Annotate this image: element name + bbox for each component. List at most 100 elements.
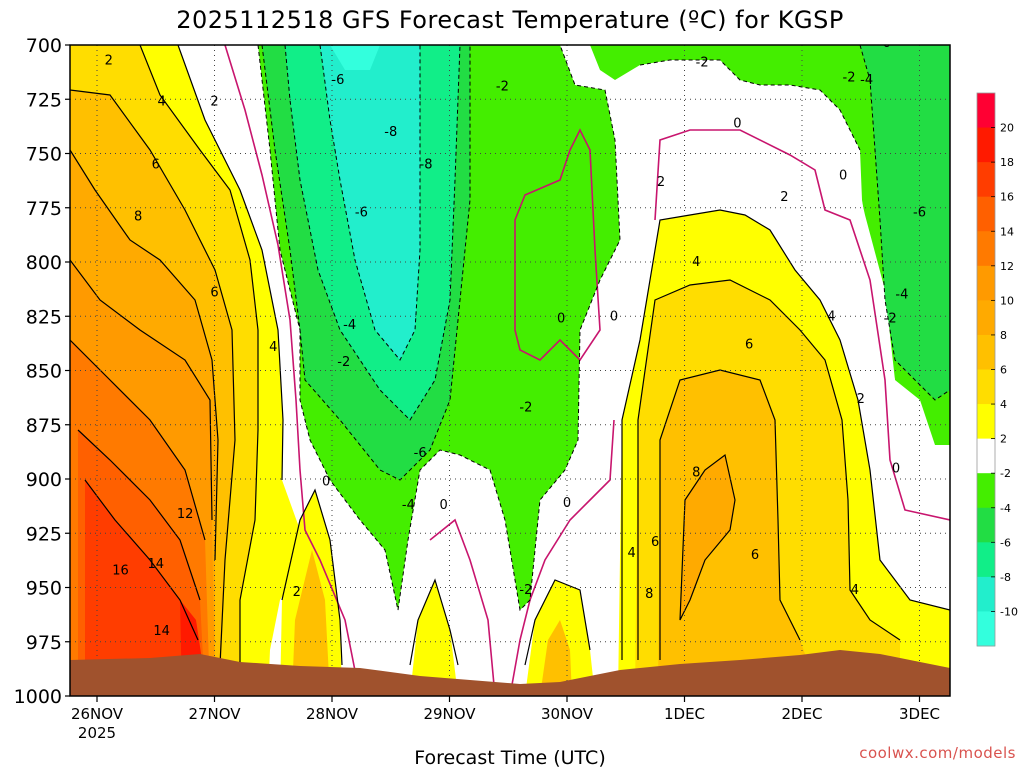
contour-label: -2 <box>884 312 897 327</box>
y-tick-label: 725 <box>26 89 62 111</box>
contour-label: 2 <box>657 175 665 190</box>
contour-label: -2 <box>843 71 856 86</box>
colorbar-swatch <box>977 507 995 543</box>
colorbar-label: -10 <box>1000 605 1018 618</box>
colorbar-label: 10 <box>1000 294 1014 307</box>
warm-dome-8 <box>680 455 735 620</box>
warm-dome-6 <box>658 370 820 696</box>
x-tick-label: 26NOV <box>71 705 124 723</box>
y-tick-label: 800 <box>26 252 62 274</box>
y-tick-label: 700 <box>26 35 62 57</box>
contour-label: 0 <box>563 496 571 511</box>
contour-label: 2 <box>857 392 865 407</box>
contour-label: -4 <box>860 73 873 88</box>
x-tick-label: 28NOV <box>306 705 359 723</box>
colorbar-label: -4 <box>1000 502 1011 515</box>
cold-region-8 <box>320 45 420 360</box>
x-year-label: 2025 <box>78 724 116 742</box>
colorbar-label: 16 <box>1000 191 1014 204</box>
colorbar-swatch <box>977 369 995 405</box>
contour-label: -2 <box>337 355 350 370</box>
contour-label: 8 <box>134 210 142 225</box>
colorbar-swatch <box>977 404 995 440</box>
contour-label: 2 <box>105 53 113 68</box>
contour-label: -6 <box>355 205 368 220</box>
y-tick-label: 750 <box>26 144 62 166</box>
plot-area: 2 4 2 6 8 6 4 12 16 14 14 2 0 -6 -8 -8 -6 -4 -2 -6 -4 0 -2 0 0 -2… <box>70 36 950 696</box>
contour-label: 4 <box>827 309 835 324</box>
contour-label: -4 <box>895 288 908 303</box>
colorbar-label: 14 <box>1000 225 1014 238</box>
colorbar-label: -6 <box>1000 536 1011 549</box>
y-tick-label: 975 <box>26 632 62 654</box>
colorbar-swatch <box>977 196 995 232</box>
colorbar-label: 8 <box>1000 329 1007 342</box>
contour-label: 2 <box>293 585 301 600</box>
colorbar-swatch <box>977 127 995 163</box>
warm-region-16 <box>85 480 200 696</box>
contour-label: 14 <box>147 557 164 572</box>
x-tick-label: 30NOV <box>541 705 594 723</box>
contour-label: 4 <box>157 95 165 110</box>
cold-upper-right-4 <box>860 45 950 400</box>
contour-label: -2 <box>696 56 709 71</box>
contour-label: 4 <box>851 583 859 598</box>
y-tick-label: 900 <box>26 469 62 491</box>
contour-label: 12 <box>177 507 194 522</box>
contour-label: 4 <box>269 340 277 355</box>
y-tick-label: 1000 <box>14 686 62 708</box>
contour-label: 6 <box>745 338 753 353</box>
colorbar-label: 6 <box>1000 364 1007 377</box>
credit-link[interactable]: coolwx.com/models <box>859 744 1016 762</box>
colorbar-swatch <box>977 265 995 301</box>
negative-contours <box>257 45 950 612</box>
colorbar-label: 20 <box>1000 122 1014 135</box>
contour-label: 6 <box>651 535 659 550</box>
contour-label: 4 <box>627 546 635 561</box>
contour-label: -6 <box>878 36 891 51</box>
colorbar-label: 18 <box>1000 156 1014 169</box>
contour-label: 0 <box>557 312 565 327</box>
y-tick-label: 825 <box>26 306 62 328</box>
x-tick-label: 29NOV <box>423 705 476 723</box>
contour-label: 2 <box>210 95 218 110</box>
warm-patch-30nov-inner <box>540 620 572 696</box>
contour-label: -6 <box>913 205 926 220</box>
y-tick-label: 775 <box>26 198 62 220</box>
colorbar-swatch <box>977 93 995 129</box>
y-tick-label: 850 <box>26 361 62 383</box>
chart-title: 2025112518 GFS Forecast Temperature (ºC)… <box>176 6 844 34</box>
colorbar-swatch <box>977 438 995 474</box>
colorbar-label: 12 <box>1000 260 1014 273</box>
contour-label: -6 <box>331 73 344 88</box>
x-tick-label: 27NOV <box>188 705 241 723</box>
contour-label: 0 <box>839 168 847 183</box>
contour-label: 6 <box>210 286 218 301</box>
contour-label: 0 <box>322 474 330 489</box>
y-tick-label: 925 <box>26 523 62 545</box>
colorbar-swatch <box>977 334 995 370</box>
contour-label: -8 <box>384 125 397 140</box>
contour-label: -6 <box>414 446 427 461</box>
colorbar-label: 4 <box>1000 398 1007 411</box>
colorbar-swatch <box>977 611 995 647</box>
colorbar: 20 18 16 14 12 10 8 6 4 2 -2 -4 -6 -8 -10 <box>976 92 1018 647</box>
contour-label: 0 <box>610 309 618 324</box>
zero-contour-mid <box>429 518 496 696</box>
colorbar-swatch <box>977 473 995 509</box>
cold-upper-right <box>590 45 950 445</box>
warm-patch-28nov-inner <box>292 550 330 696</box>
colorbar-label: -8 <box>1000 571 1011 584</box>
colorbar-swatch <box>977 162 995 198</box>
contour-label: 2 <box>780 190 788 205</box>
contour-label: -2 <box>519 583 532 598</box>
y-tick-label: 875 <box>26 415 62 437</box>
x-axis-label: Forecast Time (UTC) <box>414 747 605 768</box>
contour-labels: 2 4 2 6 8 6 4 12 16 14 14 2 0 -6 -8 -8 -6 -4 -2 -6 -4 0 -2 0 0 -2… <box>105 36 926 639</box>
contour-label: -4 <box>343 318 356 333</box>
contour-label: 0 <box>892 461 900 476</box>
zero-contour-island <box>514 128 601 362</box>
contour-label: -8 <box>420 158 433 173</box>
colorbar-swatch <box>977 542 995 578</box>
x-tick-label: 2DEC <box>781 705 822 723</box>
